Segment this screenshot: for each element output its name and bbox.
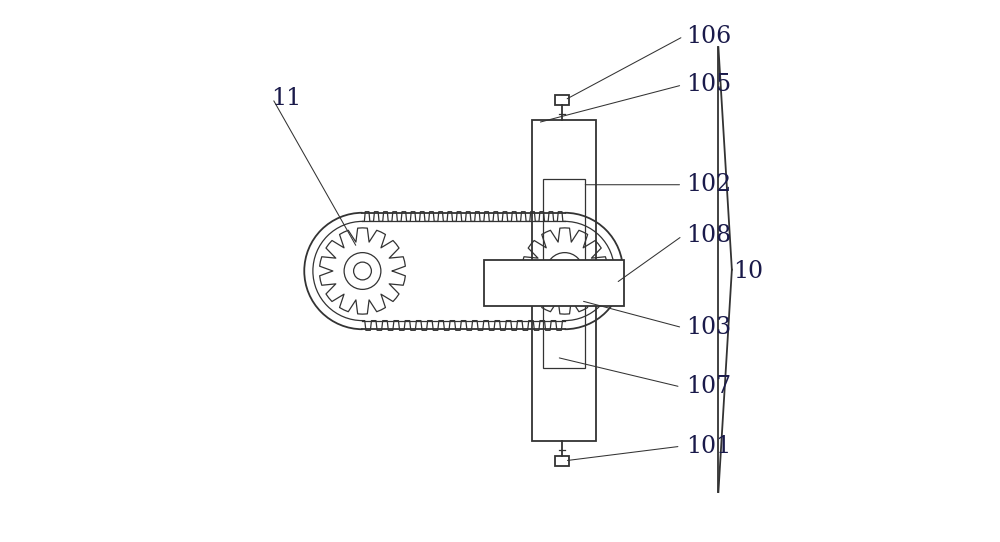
Text: 10: 10 <box>733 260 763 282</box>
Text: 106: 106 <box>686 25 731 48</box>
Text: 103: 103 <box>686 316 731 339</box>
Bar <box>484 260 624 306</box>
Bar <box>555 456 569 466</box>
Text: 11: 11 <box>271 87 301 110</box>
Text: 101: 101 <box>686 435 731 458</box>
Bar <box>543 179 585 368</box>
Bar <box>532 120 596 441</box>
Text: 105: 105 <box>686 74 731 96</box>
Bar <box>555 95 569 105</box>
Text: 102: 102 <box>686 173 731 196</box>
Text: 107: 107 <box>686 376 731 398</box>
Text: 108: 108 <box>686 224 731 248</box>
